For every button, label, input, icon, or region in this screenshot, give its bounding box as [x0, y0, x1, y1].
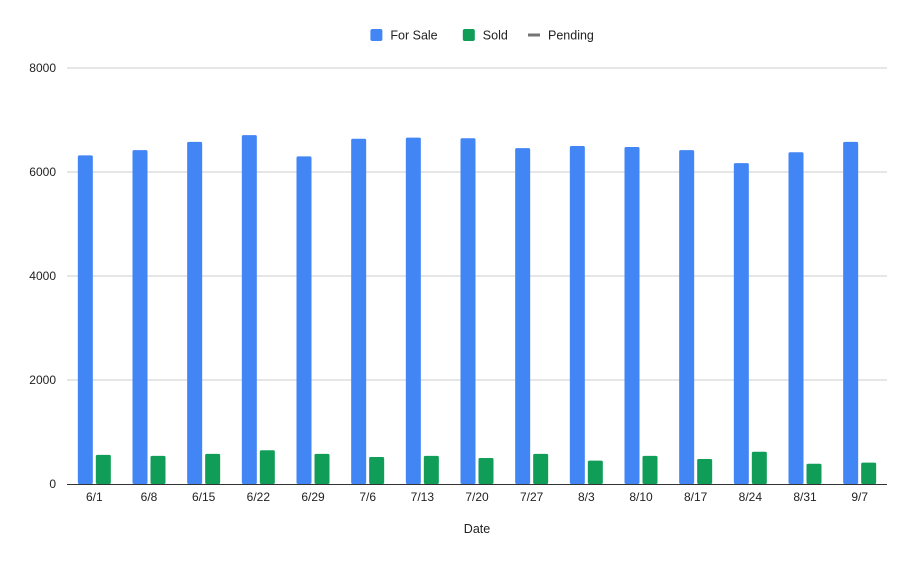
- bar-for-sale: [460, 138, 476, 484]
- x-tick-label: 7/27: [520, 490, 544, 504]
- legend-swatch: [528, 33, 540, 37]
- bar-sold: [642, 455, 658, 484]
- y-tick-label: 4000: [29, 269, 56, 283]
- y-tick-label: 6000: [29, 165, 56, 179]
- y-tick-label: 2000: [29, 373, 56, 387]
- bar-for-sale: [77, 155, 93, 485]
- bar-sold: [861, 462, 877, 484]
- bar-sold: [369, 456, 385, 484]
- bar-for-sale: [788, 152, 804, 485]
- bar-sold: [587, 460, 603, 484]
- bar-sold: [533, 453, 549, 484]
- bar-for-sale: [296, 156, 312, 484]
- x-tick-label: 6/22: [247, 490, 271, 504]
- x-tick-label: 7/6: [359, 490, 376, 504]
- bar-for-sale: [679, 150, 695, 484]
- legend-item: For Sale: [370, 29, 438, 43]
- bar-for-sale: [351, 138, 367, 484]
- bar-sold: [697, 459, 713, 484]
- bars: [77, 135, 877, 485]
- legend-item: Pending: [528, 29, 594, 43]
- x-tick-label: 8/24: [739, 490, 763, 504]
- bar-sold: [423, 455, 439, 484]
- bar-for-sale: [624, 147, 640, 485]
- x-axis-title: Date: [464, 522, 490, 536]
- legend-swatch: [370, 29, 383, 41]
- bar-sold: [205, 453, 221, 484]
- bar-for-sale: [843, 141, 859, 484]
- bar-for-sale: [241, 135, 257, 484]
- legend-label: Sold: [483, 29, 508, 43]
- x-tick-label: 6/8: [141, 490, 158, 504]
- bar-sold: [751, 451, 767, 484]
- x-tick-label: 8/31: [793, 490, 817, 504]
- legend-swatch: [462, 29, 475, 41]
- legend-item: Sold: [462, 29, 508, 43]
- bar-sold: [478, 458, 494, 484]
- x-tick-label: 6/15: [192, 490, 216, 504]
- x-tick-label: 8/10: [629, 490, 653, 504]
- y-tick-label: 0: [49, 477, 56, 491]
- x-tick-label: 8/17: [684, 490, 708, 504]
- legend: For Sale Sold Pending: [370, 29, 594, 43]
- bar-for-sale: [132, 150, 148, 484]
- x-tick-label: 7/20: [465, 490, 489, 504]
- bar-for-sale: [187, 141, 203, 484]
- gridlines: [67, 67, 887, 381]
- bar-sold: [314, 453, 330, 484]
- x-tick-label: 9/7: [851, 490, 868, 504]
- legend-label: For Sale: [390, 29, 437, 43]
- bar-for-sale: [569, 146, 585, 484]
- bar-sold: [95, 454, 111, 484]
- bar-for-sale: [515, 148, 531, 484]
- bar-sold: [806, 463, 822, 484]
- bar-sold: [150, 455, 166, 484]
- legend-label: Pending: [548, 29, 594, 43]
- y-axis-ticks: 0 2000 4000 6000 8000: [29, 61, 56, 491]
- bar-for-sale: [405, 137, 421, 484]
- x-tick-label: 6/1: [86, 490, 103, 504]
- x-axis-ticks: 6/1 6/8 6/15 6/22 6/29 7/6 7/13 7/20 7/27 8/3 8/10…: [86, 490, 868, 504]
- x-tick-label: 8/3: [578, 490, 595, 504]
- bar-for-sale: [733, 163, 749, 484]
- x-tick-label: 7/13: [411, 490, 435, 504]
- bar-sold: [259, 450, 275, 484]
- x-tick-label: 6/29: [301, 490, 325, 504]
- y-tick-label: 8000: [29, 61, 56, 75]
